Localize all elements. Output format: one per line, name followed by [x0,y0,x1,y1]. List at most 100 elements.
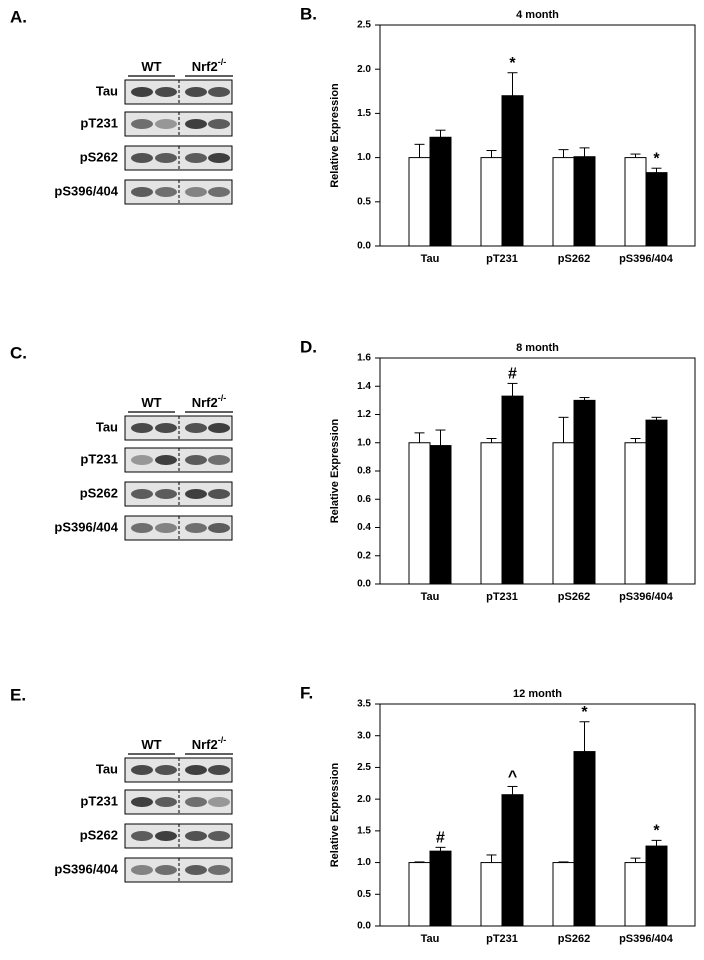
bar [501,95,524,247]
x-tick-label: pS262 [558,591,590,603]
chart-title: 8 month [516,342,559,354]
x-tick-label: pT231 [486,933,518,945]
y-tick-label: 0.5 [357,889,371,900]
bar [480,157,503,247]
group-name: Nrf2 [192,737,218,752]
row-label: Tau [96,83,118,98]
error-bar [414,861,425,863]
y-tick-label: 1.4 [357,381,371,392]
row-label: pS396/404 [54,861,118,876]
panel-label: E. [10,685,26,704]
row-label: pS262 [80,827,118,842]
blot-band [155,865,177,875]
row-label: pS262 [80,149,118,164]
significance-mark: * [509,55,516,72]
bar [573,399,596,585]
blot-band [155,187,177,197]
y-tick-label: 1.5 [357,825,371,836]
error-bar [579,397,590,401]
row-label: pS262 [80,485,118,500]
error-bar [414,143,425,158]
significance-mark: ^ [508,769,517,786]
y-tick-label: 0.0 [357,921,371,932]
y-axis-label: Relative Expression [329,83,341,188]
y-tick-label: 1.2 [357,409,371,420]
error-bar [435,129,446,138]
blot-band [208,831,230,841]
blot-band [155,455,177,465]
error-bar [507,382,518,397]
blot-band [208,523,230,533]
blot-band [131,187,153,197]
group-name: Nrf2 [192,395,218,410]
y-tick-label: 0.4 [357,522,371,533]
error-bar [558,416,569,443]
row-label: pS396/404 [54,519,118,534]
blot-band [131,87,153,97]
blot-band [185,865,207,875]
error-bar [630,438,641,443]
y-tick-label: 3.0 [357,730,371,741]
group-label: WT [141,395,161,410]
blot-band [208,797,230,807]
blot-band [155,797,177,807]
blot-band [131,831,153,841]
y-tick-label: 0.0 [357,241,371,252]
significance-mark: * [653,823,660,840]
row-label: Tau [96,419,118,434]
group-name: WT [141,395,161,410]
blot-band [208,187,230,197]
significance-mark: # [508,366,517,383]
group-superscript: -/- [218,735,227,745]
blot-band [155,831,177,841]
blot-band [155,423,177,433]
error-bar [651,167,662,173]
error-bar [486,150,497,158]
y-tick-label: 2.0 [357,794,371,805]
panel-label: B. [300,4,317,23]
blot-band [208,87,230,97]
plot-frame [379,24,696,247]
bar [552,442,575,585]
blot-band [185,87,207,97]
x-tick-label: pS396/404 [619,591,674,603]
blot-band [185,423,207,433]
x-tick-label: pS396/404 [619,933,674,945]
error-bar [630,153,641,158]
blot-band [155,523,177,533]
blot-band [155,153,177,163]
bar [480,442,503,585]
panel-label: C. [10,343,27,362]
blot-band [131,797,153,807]
significance-mark: * [581,704,588,721]
error-bar [414,432,425,443]
bar [429,850,452,927]
x-tick-label: Tau [421,933,440,945]
y-tick-label: 1.0 [357,152,371,163]
error-bar [486,854,497,863]
bar [645,845,668,927]
row-label: Tau [96,761,118,776]
bar [501,395,524,585]
blot-band [208,489,230,499]
y-tick-label: 2.0 [357,64,371,75]
row-label: pT231 [80,793,118,808]
blot-band [131,865,153,875]
bar [408,157,431,247]
row-label: pT231 [80,451,118,466]
x-tick-label: pT231 [486,253,518,265]
y-tick-label: 1.6 [357,353,371,364]
blot-band [185,765,207,775]
bar [408,442,431,585]
error-bar [507,785,518,795]
group-name: WT [141,59,161,74]
blot-band [185,153,207,163]
blot-band [185,797,207,807]
y-tick-label: 0.5 [357,196,371,207]
bar [480,862,503,927]
y-tick-label: 0.8 [357,466,371,477]
blot-band [185,455,207,465]
error-bar [486,438,497,443]
x-tick-label: pT231 [486,591,518,603]
